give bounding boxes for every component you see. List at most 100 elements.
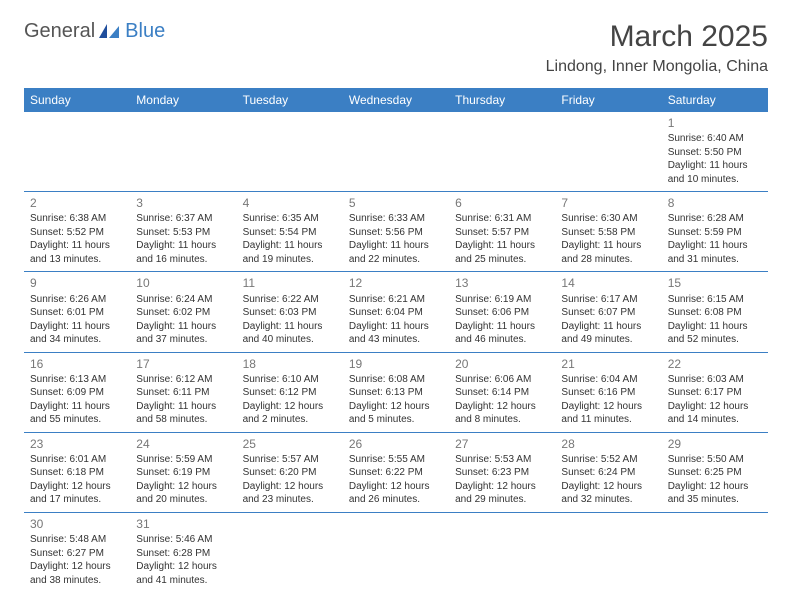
calendar-cell	[24, 112, 130, 192]
cell-line-daylight1: Daylight: 12 hours	[561, 480, 655, 494]
cell-line-sunrise: Sunrise: 5:48 AM	[30, 533, 124, 547]
cell-line-sunrise: Sunrise: 6:37 AM	[136, 212, 230, 226]
month-title: March 2025	[546, 20, 768, 54]
cell-line-sunset: Sunset: 6:08 PM	[668, 306, 762, 320]
cell-line-sunset: Sunset: 5:56 PM	[349, 226, 443, 240]
day-number: 9	[30, 275, 124, 291]
cell-line-sunrise: Sunrise: 5:46 AM	[136, 533, 230, 547]
cell-line-sunset: Sunset: 6:22 PM	[349, 466, 443, 480]
cell-line-sunset: Sunset: 6:25 PM	[668, 466, 762, 480]
cell-line-sunrise: Sunrise: 6:04 AM	[561, 373, 655, 387]
header: General Blue March 2025 Lindong, Inner M…	[24, 20, 768, 76]
calendar-row: 2Sunrise: 6:38 AMSunset: 5:52 PMDaylight…	[24, 192, 768, 272]
cell-line-daylight1: Daylight: 11 hours	[243, 320, 337, 334]
calendar-row: 16Sunrise: 6:13 AMSunset: 6:09 PMDayligh…	[24, 352, 768, 432]
cell-line-daylight2: and 38 minutes.	[30, 574, 124, 588]
weekday-header: Friday	[555, 88, 661, 112]
cell-line-sunset: Sunset: 6:28 PM	[136, 547, 230, 561]
day-number: 6	[455, 195, 549, 211]
cell-line-daylight2: and 55 minutes.	[30, 413, 124, 427]
cell-line-sunrise: Sunrise: 6:31 AM	[455, 212, 549, 226]
cell-line-sunrise: Sunrise: 6:17 AM	[561, 293, 655, 307]
calendar-row: 30Sunrise: 5:48 AMSunset: 6:27 PMDayligh…	[24, 512, 768, 592]
calendar-cell: 15Sunrise: 6:15 AMSunset: 6:08 PMDayligh…	[662, 272, 768, 352]
calendar-cell	[343, 112, 449, 192]
cell-line-sunrise: Sunrise: 6:06 AM	[455, 373, 549, 387]
logo-text-2: Blue	[125, 20, 165, 43]
cell-line-sunrise: Sunrise: 6:08 AM	[349, 373, 443, 387]
day-number: 24	[136, 436, 230, 452]
calendar-cell: 2Sunrise: 6:38 AMSunset: 5:52 PMDaylight…	[24, 192, 130, 272]
cell-line-sunrise: Sunrise: 6:12 AM	[136, 373, 230, 387]
cell-line-sunset: Sunset: 5:58 PM	[561, 226, 655, 240]
cell-line-sunset: Sunset: 6:20 PM	[243, 466, 337, 480]
cell-line-daylight1: Daylight: 11 hours	[455, 320, 549, 334]
calendar-cell: 1Sunrise: 6:40 AMSunset: 5:50 PMDaylight…	[662, 112, 768, 192]
cell-line-daylight2: and 25 minutes.	[455, 253, 549, 267]
cell-line-daylight2: and 43 minutes.	[349, 333, 443, 347]
calendar-cell: 10Sunrise: 6:24 AMSunset: 6:02 PMDayligh…	[130, 272, 236, 352]
cell-line-sunrise: Sunrise: 6:13 AM	[30, 373, 124, 387]
calendar-cell: 11Sunrise: 6:22 AMSunset: 6:03 PMDayligh…	[237, 272, 343, 352]
calendar-cell: 22Sunrise: 6:03 AMSunset: 6:17 PMDayligh…	[662, 352, 768, 432]
cell-line-daylight2: and 11 minutes.	[561, 413, 655, 427]
cell-line-daylight1: Daylight: 11 hours	[668, 239, 762, 253]
calendar-cell: 8Sunrise: 6:28 AMSunset: 5:59 PMDaylight…	[662, 192, 768, 272]
day-number: 7	[561, 195, 655, 211]
cell-line-sunset: Sunset: 6:18 PM	[30, 466, 124, 480]
cell-line-daylight2: and 35 minutes.	[668, 493, 762, 507]
cell-line-sunset: Sunset: 6:19 PM	[136, 466, 230, 480]
day-number: 21	[561, 356, 655, 372]
cell-line-sunrise: Sunrise: 6:22 AM	[243, 293, 337, 307]
day-number: 29	[668, 436, 762, 452]
weekday-header: Sunday	[24, 88, 130, 112]
cell-line-daylight1: Daylight: 11 hours	[136, 400, 230, 414]
cell-line-sunrise: Sunrise: 5:59 AM	[136, 453, 230, 467]
calendar-cell: 23Sunrise: 6:01 AMSunset: 6:18 PMDayligh…	[24, 432, 130, 512]
calendar-cell	[237, 112, 343, 192]
cell-line-sunset: Sunset: 6:09 PM	[30, 386, 124, 400]
cell-line-daylight1: Daylight: 11 hours	[561, 239, 655, 253]
calendar-cell	[343, 512, 449, 592]
cell-line-daylight2: and 58 minutes.	[136, 413, 230, 427]
cell-line-sunset: Sunset: 5:59 PM	[668, 226, 762, 240]
calendar-cell: 21Sunrise: 6:04 AMSunset: 6:16 PMDayligh…	[555, 352, 661, 432]
cell-line-sunrise: Sunrise: 6:01 AM	[30, 453, 124, 467]
cell-line-daylight1: Daylight: 12 hours	[243, 400, 337, 414]
cell-line-daylight1: Daylight: 11 hours	[668, 159, 762, 173]
cell-line-sunset: Sunset: 6:24 PM	[561, 466, 655, 480]
cell-line-sunset: Sunset: 6:27 PM	[30, 547, 124, 561]
calendar-table: Sunday Monday Tuesday Wednesday Thursday…	[24, 88, 768, 592]
calendar-cell: 7Sunrise: 6:30 AMSunset: 5:58 PMDaylight…	[555, 192, 661, 272]
cell-line-daylight2: and 16 minutes.	[136, 253, 230, 267]
cell-line-daylight2: and 40 minutes.	[243, 333, 337, 347]
cell-line-daylight2: and 10 minutes.	[668, 173, 762, 187]
day-number: 26	[349, 436, 443, 452]
cell-line-sunrise: Sunrise: 6:10 AM	[243, 373, 337, 387]
day-number: 13	[455, 275, 549, 291]
day-number: 20	[455, 356, 549, 372]
cell-line-sunrise: Sunrise: 6:30 AM	[561, 212, 655, 226]
cell-line-sunrise: Sunrise: 6:26 AM	[30, 293, 124, 307]
cell-line-sunset: Sunset: 6:12 PM	[243, 386, 337, 400]
cell-line-sunrise: Sunrise: 5:55 AM	[349, 453, 443, 467]
cell-line-sunset: Sunset: 6:11 PM	[136, 386, 230, 400]
calendar-cell	[555, 112, 661, 192]
day-number: 22	[668, 356, 762, 372]
cell-line-sunset: Sunset: 6:06 PM	[455, 306, 549, 320]
cell-line-daylight2: and 29 minutes.	[455, 493, 549, 507]
cell-line-daylight1: Daylight: 12 hours	[561, 400, 655, 414]
cell-line-daylight2: and 28 minutes.	[561, 253, 655, 267]
cell-line-daylight1: Daylight: 12 hours	[136, 560, 230, 574]
cell-line-daylight1: Daylight: 11 hours	[30, 320, 124, 334]
cell-line-daylight2: and 31 minutes.	[668, 253, 762, 267]
calendar-cell: 28Sunrise: 5:52 AMSunset: 6:24 PMDayligh…	[555, 432, 661, 512]
day-number: 8	[668, 195, 762, 211]
cell-line-sunset: Sunset: 6:02 PM	[136, 306, 230, 320]
calendar-cell	[130, 112, 236, 192]
day-number: 10	[136, 275, 230, 291]
cell-line-daylight1: Daylight: 11 hours	[668, 320, 762, 334]
cell-line-sunset: Sunset: 5:50 PM	[668, 146, 762, 160]
cell-line-daylight2: and 8 minutes.	[455, 413, 549, 427]
day-number: 28	[561, 436, 655, 452]
